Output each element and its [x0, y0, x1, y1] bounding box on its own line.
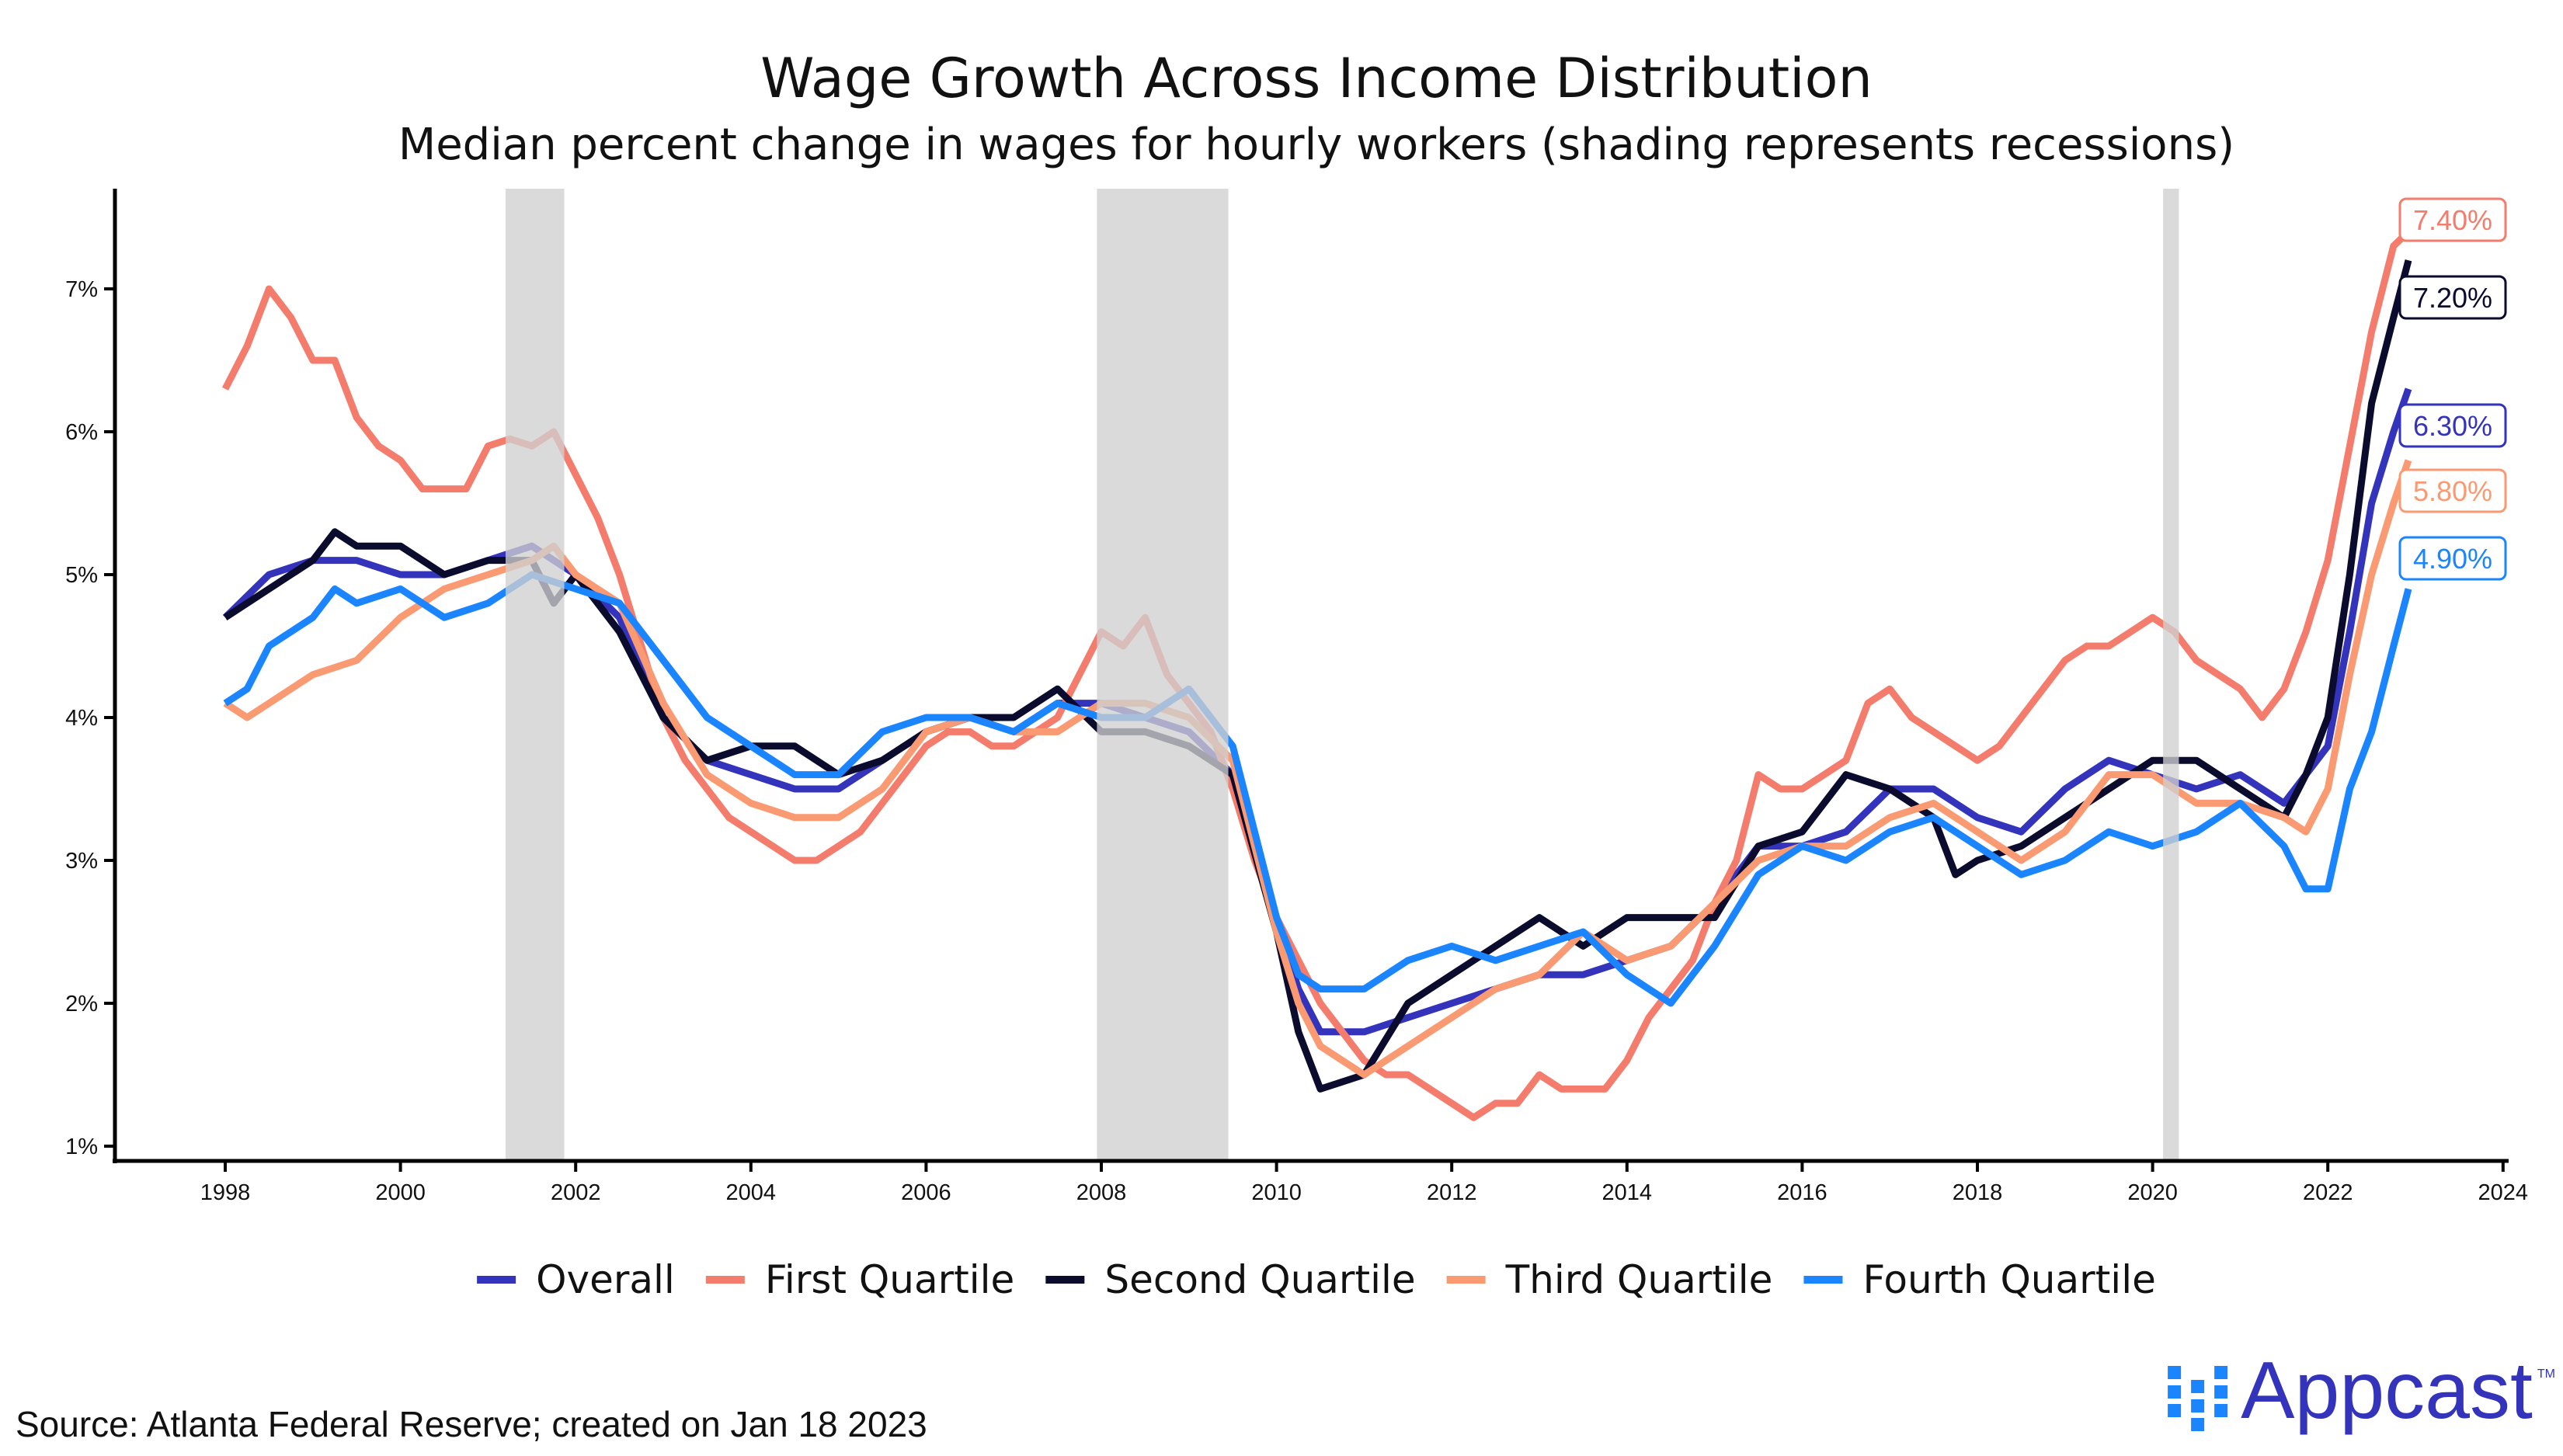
end-label-box: [2398, 536, 2507, 581]
chart-subtitle: Median percent change in wages for hourl…: [398, 120, 2234, 170]
y-tick-label: 1%: [65, 1135, 98, 1159]
y-tick-label: 3%: [65, 849, 98, 874]
x-tick-label: 2010: [1251, 1180, 1302, 1205]
x-tick-label: 2020: [2127, 1180, 2178, 1205]
x-tick-label: 2016: [1777, 1180, 1827, 1205]
x-tick-label: 2006: [901, 1180, 951, 1205]
recession-shading-overlay: [505, 189, 2179, 1161]
recession-band: [505, 189, 565, 1161]
y-tick-label: 7%: [65, 277, 98, 302]
x-tick-label: 2008: [1076, 1180, 1127, 1205]
y-tick-label: 4%: [65, 706, 98, 731]
end-label-value: 7.20%: [2413, 282, 2492, 314]
x-tick-label: 2018: [1953, 1180, 2003, 1205]
legend: Overall First Quartile Second Quartile Thir…: [477, 1257, 2156, 1302]
x-tick-label: 2004: [726, 1180, 777, 1205]
legend-label: Overall: [536, 1257, 675, 1302]
end-label-value: 7.40%: [2413, 204, 2492, 236]
end-label-box: [2398, 275, 2507, 320]
legend-label: Fourth Quartile: [1862, 1257, 2155, 1302]
x-tick-label: 2000: [375, 1180, 426, 1205]
end-label-value: 4.90%: [2413, 543, 2492, 575]
appcast-logo-mark-icon: [2168, 1366, 2228, 1431]
legend-label: Third Quartile: [1505, 1257, 1773, 1302]
logo-text: Appcast: [2241, 1346, 2533, 1436]
source-note: Source: Atlanta Federal Reserve; created…: [16, 1404, 927, 1444]
x-tick-label: 2002: [551, 1180, 601, 1205]
appcast-logo: Appcast TM: [2168, 1346, 2555, 1436]
x-tick-label: 2012: [1427, 1180, 1477, 1205]
legend-label: Second Quartile: [1104, 1257, 1415, 1302]
end-label-box: [2398, 197, 2507, 242]
end-label-value: 5.80%: [2413, 475, 2492, 507]
end-label-box: [2398, 403, 2507, 448]
axes: 1% 2% 3% 4% 5% 6% 7% 1998 2000 2002 2004 2006 2008 20…: [65, 189, 2528, 1205]
legend-label: First Quartile: [765, 1257, 1015, 1302]
end-label-value: 6.30%: [2413, 410, 2492, 442]
y-tick-label: 5%: [65, 563, 98, 588]
x-tick-label: 2024: [2478, 1180, 2529, 1205]
x-tick-label: 2022: [2303, 1180, 2353, 1205]
y-tick-label: 6%: [65, 420, 98, 445]
end-label-box: [2398, 468, 2507, 513]
chart-title: Wage Growth Across Income Distribution: [760, 47, 1873, 110]
x-tick-label: 1998: [200, 1180, 251, 1205]
end-labels: 6.30% 7.40% 7.20% 5.80% 4.90%: [2398, 197, 2507, 581]
y-tick-label: 2%: [65, 992, 98, 1016]
recession-band: [1097, 189, 1229, 1161]
x-tick-label: 2014: [1602, 1180, 1653, 1205]
recession-band: [2163, 189, 2179, 1161]
logo-trademark: TM: [2537, 1367, 2555, 1381]
series-line-first-quartile: [221, 229, 2412, 1121]
